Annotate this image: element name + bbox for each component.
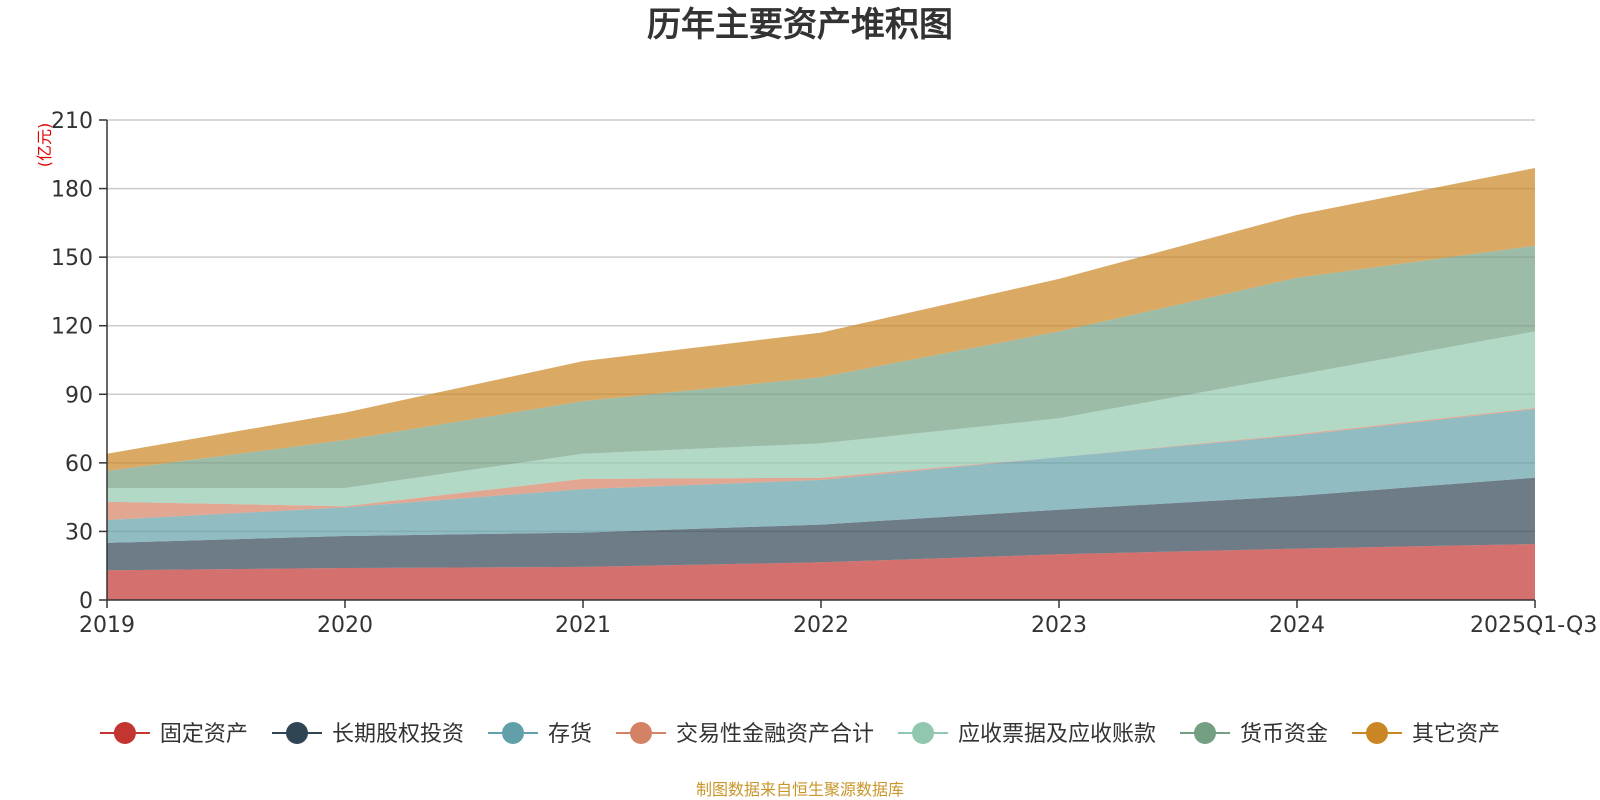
legend-label: 存货 <box>548 722 592 747</box>
area-series-2 <box>107 409 1535 543</box>
legend-circle-marker <box>502 722 524 744</box>
y-tick-label: 0 <box>79 589 93 614</box>
legend-circle-marker <box>113 722 136 744</box>
area-series-4 <box>107 331 1535 507</box>
x-tick-label: 2022 <box>793 613 849 638</box>
legend-circle-marker <box>286 722 308 744</box>
legend-label: 长期股权投资 <box>332 722 464 747</box>
y-tick-label: 180 <box>51 178 93 203</box>
y-tick-label: 120 <box>51 315 93 340</box>
legend-circle-marker <box>630 722 652 744</box>
legend-circle-marker <box>912 722 934 744</box>
legend-item-2[interactable]: 存货 <box>488 722 592 747</box>
legend-label: 其它资产 <box>1412 722 1500 747</box>
x-tick-label: 2020 <box>317 613 373 638</box>
legend-item-5[interactable]: 货币资金 <box>1180 722 1328 747</box>
x-tick-label: 2019 <box>79 613 135 638</box>
y-axis-unit-label: (亿元) <box>35 123 54 168</box>
x-tick-label: 2021 <box>555 613 611 638</box>
legend-circle-marker <box>1366 722 1388 744</box>
legend-item-0[interactable]: 固定资产 <box>99 722 248 747</box>
axes: 0 30 60 90 120 150 180 210 2019 2020 2021 2022 2023 2… <box>51 109 1597 638</box>
area-series-layer <box>107 168 1535 600</box>
area-series-6 <box>107 168 1535 471</box>
chart-title: 历年主要资产堆积图 <box>647 5 953 45</box>
y-tick-label: 210 <box>51 109 93 134</box>
y-tick-label: 90 <box>65 383 93 408</box>
legend-label: 货币资金 <box>1240 722 1328 747</box>
legend-label: 交易性金融资产合计 <box>676 722 874 747</box>
legend-item-6[interactable]: 其它资产 <box>1352 722 1500 747</box>
source-note: 制图数据来自恒生聚源数据库 <box>696 780 904 799</box>
x-tick-label: 2025Q1-Q3 <box>1470 613 1597 638</box>
legend-label: 应收票据及应收账款 <box>958 722 1156 747</box>
legend-item-3[interactable]: 交易性金融资产合计 <box>616 722 874 747</box>
area-series-3 <box>107 408 1535 520</box>
x-tick-label: 2023 <box>1031 613 1087 638</box>
area-series-5 <box>107 245 1535 488</box>
legend-item-4[interactable]: 应收票据及应收账款 <box>898 722 1156 747</box>
area-series-0 <box>107 544 1535 600</box>
legend-circle-marker <box>1194 722 1216 744</box>
legend-label: 固定资产 <box>160 722 248 747</box>
x-tick-label: 2024 <box>1269 613 1325 638</box>
y-tick-label: 30 <box>65 520 93 545</box>
area-series-1 <box>107 477 1535 571</box>
y-tick-label: 60 <box>65 452 93 477</box>
y-tick-label: 150 <box>51 246 93 271</box>
legend-item-1[interactable]: 长期股权投资 <box>272 722 464 747</box>
legend: 固定资产 长期股权投资 存货 交易性金融资产合计 应收票据及应收账款 货币资金 其它资产 <box>99 722 1500 747</box>
